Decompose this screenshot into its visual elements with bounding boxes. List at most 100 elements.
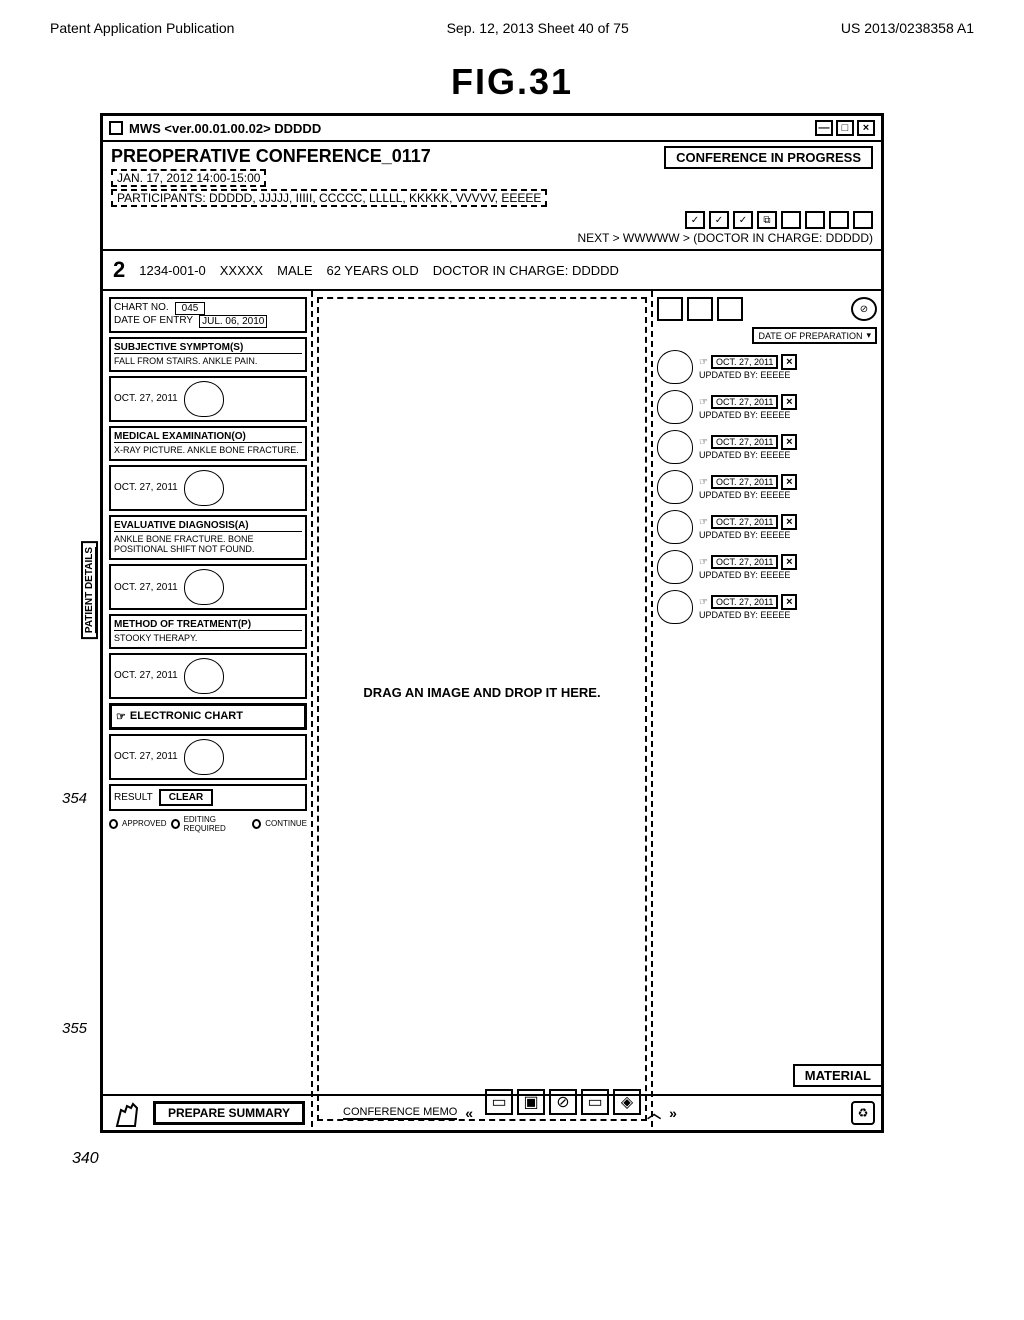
mat-date: OCT. 27, 2011 [711, 435, 778, 449]
status-btn-2[interactable]: ✓ [709, 211, 729, 229]
conference-status-badge: CONFERENCE IN PROGRESS [664, 146, 873, 169]
mat-delete[interactable]: × [781, 554, 797, 570]
status-btn-4[interactable]: ⧉ [757, 211, 777, 229]
mat-thumb-icon [657, 590, 693, 624]
material-item[interactable]: ☞OCT. 27, 2011× UPDATED BY: EEEEE [657, 510, 877, 544]
electronic-chart-button[interactable]: ☞ ELECTRONIC CHART [109, 703, 307, 730]
radio-approved[interactable] [109, 819, 118, 829]
diag-header: EVALUATIVE DIAGNOSIS(A) [114, 520, 302, 532]
mat-updated: UPDATED BY: EEEEE [699, 490, 877, 500]
chev-right[interactable]: » [669, 1105, 677, 1121]
exam-body: X-RAY PICTURE. ANKLE BONE FRACTURE. [114, 445, 302, 456]
clear-button[interactable]: CLEAR [159, 789, 213, 806]
echart-icon: ☞ [116, 710, 126, 723]
rtool-3[interactable] [717, 297, 743, 321]
status-btn-8[interactable] [853, 211, 873, 229]
mat-delete[interactable]: × [781, 474, 797, 490]
recycle-icon[interactable]: ♻ [851, 1101, 875, 1125]
mat-delete[interactable]: × [781, 434, 797, 450]
minimize-button[interactable]: — [815, 120, 833, 136]
status-btn-7[interactable] [829, 211, 849, 229]
conference-header: CONFERENCE IN PROGRESS PREOPERATIVE CONF… [103, 142, 881, 251]
thumb-row-4[interactable]: OCT. 27, 2011 [109, 653, 307, 699]
mat-thumb-icon [657, 470, 693, 504]
material-tab[interactable]: MATERIAL [793, 1064, 881, 1087]
material-item[interactable]: ☞OCT. 27, 2011× UPDATED BY: EEEEE [657, 350, 877, 384]
rtool-1[interactable] [657, 297, 683, 321]
conference-participants: PARTICIPANTS: DDDDD, JJJJJ, IIIII, CCCCC… [111, 189, 547, 207]
chev-up[interactable]: ︿ [647, 1103, 661, 1123]
center-canvas[interactable]: DRAG AN IMAGE AND DROP IT HERE. ▭ ▣ ⊘ ▭ … [317, 297, 647, 1121]
prepare-summary-button[interactable]: PREPARE SUMMARY [153, 1101, 305, 1125]
thumb-date: OCT. 27, 2011 [114, 751, 178, 762]
status-btn-5[interactable] [781, 211, 801, 229]
callout-355: 355 [62, 1020, 87, 1037]
app-logo-icon [109, 121, 123, 135]
thumb-date: OCT. 27, 2011 [114, 482, 178, 493]
chev-left[interactable]: « [465, 1105, 473, 1121]
diagnosis-section: EVALUATIVE DIAGNOSIS(A) ANKLE BONE FRACT… [109, 515, 307, 561]
mat-delete[interactable]: × [781, 514, 797, 530]
subj-body: FALL FROM STAIRS. ANKLE PAIN. [114, 356, 302, 367]
thumb-row-3[interactable]: OCT. 27, 2011 [109, 564, 307, 610]
material-item[interactable]: ☞OCT. 27, 2011× UPDATED BY: EEEEE [657, 590, 877, 624]
doc-icon: ☞ [699, 477, 708, 488]
mat-delete[interactable]: × [781, 394, 797, 410]
patient-details-tab[interactable]: PATIENT DETAILS [81, 541, 98, 639]
exam-header: MEDICAL EXAMINATION(O) [114, 431, 302, 443]
radio-continue[interactable] [252, 819, 261, 829]
mat-delete[interactable]: × [781, 354, 797, 370]
patient-doctor: DOCTOR IN CHARGE: DDDDD [433, 263, 619, 278]
prep-label: DATE OF PREPARATION [758, 331, 862, 341]
mat-updated: UPDATED BY: EEEEE [699, 450, 877, 460]
app-window: MWS <ver.00.01.00.02> DDDDD — □ × CONFER… [100, 113, 884, 1133]
material-item[interactable]: ☞OCT. 27, 2011× UPDATED BY: EEEEE [657, 470, 877, 504]
patient-sex: MALE [277, 263, 312, 278]
mat-delete[interactable]: × [781, 594, 797, 610]
doc-icon: ☞ [699, 557, 708, 568]
result-label: RESULT [114, 792, 153, 803]
chart-number-section: CHART NO.045 DATE OF ENTRYJUL. 06, 2010 [109, 297, 307, 333]
rtool-2[interactable] [687, 297, 713, 321]
next-doctor-text: NEXT > WWWWW > (DOCTOR IN CHARGE: DDDDD) [111, 231, 873, 245]
thumb-date: OCT. 27, 2011 [114, 582, 178, 593]
date-prep-select[interactable]: DATE OF PREPARATION ▾ [752, 327, 877, 344]
mat-date: OCT. 27, 2011 [711, 475, 778, 489]
maximize-button[interactable]: □ [836, 120, 854, 136]
entry-value: JUL. 06, 2010 [199, 315, 267, 328]
mat-updated: UPDATED BY: EEEEE [699, 530, 877, 540]
material-item[interactable]: ☞OCT. 27, 2011× UPDATED BY: EEEEE [657, 550, 877, 584]
drop-zone[interactable]: DRAG AN IMAGE AND DROP IT HERE. [319, 299, 645, 1085]
mat-date: OCT. 27, 2011 [711, 555, 778, 569]
mat-thumb-icon [657, 390, 693, 424]
thumb-row-5[interactable]: OCT. 27, 2011 [109, 734, 307, 780]
conference-memo-link[interactable]: CONFERENCE MEMO [343, 1106, 457, 1120]
conference-datetime: JAN. 17, 2012 14:00-15:00 [111, 169, 266, 187]
figure-title: FIG.31 [0, 61, 1024, 103]
left-panel: CHART NO.045 DATE OF ENTRYJUL. 06, 2010 … [103, 291, 313, 1127]
material-item[interactable]: ☞OCT. 27, 2011× UPDATED BY: EEEEE [657, 430, 877, 464]
thumb-row-2[interactable]: OCT. 27, 2011 [109, 465, 307, 511]
mat-updated: UPDATED BY: EEEEE [699, 410, 877, 420]
thumb-row-1[interactable]: OCT. 27, 2011 [109, 376, 307, 422]
thumb-sketch-icon [184, 381, 224, 417]
mat-date: OCT. 27, 2011 [711, 355, 778, 369]
patient-bar: 2 1234-001-0 XXXXX MALE 62 YEARS OLD DOC… [103, 251, 881, 291]
examination-section: MEDICAL EXAMINATION(O) X-RAY PICTURE. AN… [109, 426, 307, 461]
thumb-date: OCT. 27, 2011 [114, 393, 178, 404]
diag-body: ANKLE BONE FRACTURE. BONE POSITIONAL SHI… [114, 534, 302, 556]
status-btn-6[interactable] [805, 211, 825, 229]
hand-cursor-icon [109, 1098, 145, 1128]
mat-date: OCT. 27, 2011 [711, 595, 778, 609]
status-btn-3[interactable]: ✓ [733, 211, 753, 229]
close-button[interactable]: × [857, 120, 875, 136]
mat-thumb-icon [657, 430, 693, 464]
status-btn-1[interactable]: ✓ [685, 211, 705, 229]
chartno-label: CHART NO. [114, 302, 169, 315]
prohibit-icon[interactable]: ⊘ [851, 297, 877, 321]
thumb-sketch-icon [184, 470, 224, 506]
patient-id: 1234-001-0 [139, 263, 206, 278]
material-item[interactable]: ☞OCT. 27, 2011× UPDATED BY: EEEEE [657, 390, 877, 424]
radio-editing[interactable] [171, 819, 180, 829]
mat-thumb-icon [657, 550, 693, 584]
